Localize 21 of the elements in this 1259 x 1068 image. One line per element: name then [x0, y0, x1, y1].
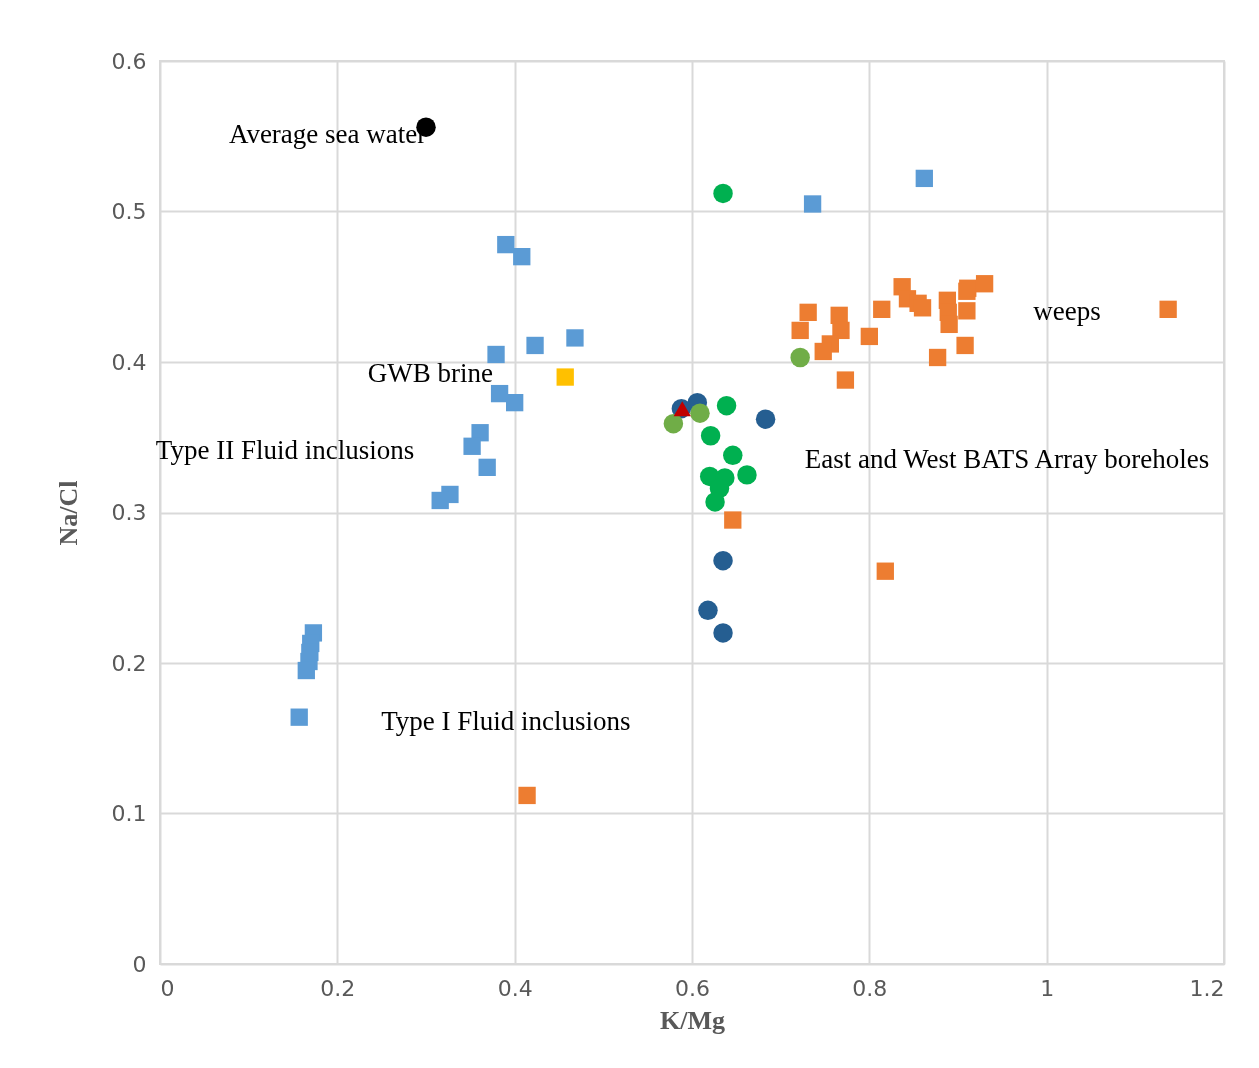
annotation: weeps — [1033, 296, 1101, 327]
annotation: GWB brine — [367, 358, 493, 389]
y-tick-label: 0 — [132, 951, 147, 977]
x-tick-label: 0 — [160, 975, 175, 1001]
annotation: East and West BATS Array boreholes — [804, 444, 1210, 475]
y-tick-label: 0.5 — [111, 199, 147, 224]
y-tick-label: 0.1 — [111, 801, 147, 826]
annotation: Type I Fluid inclusions — [381, 706, 631, 736]
y-tick-label: 0.4 — [111, 349, 147, 375]
y-tick-label: 0.2 — [111, 650, 147, 676]
x-tick-label: 1.2 — [1189, 975, 1225, 1001]
y-tick-label: 0.6 — [111, 48, 147, 74]
x-axis-title: K/Mg — [660, 1005, 725, 1035]
x-tick-label: 0.6 — [675, 975, 710, 1001]
x-tick-label: 1 — [1040, 975, 1055, 1001]
annotation: Type II Fluid inclusions — [155, 435, 415, 466]
x-tick-label: 0.4 — [497, 975, 533, 1001]
y-axis-title: Na/Cl — [53, 480, 83, 546]
x-tick-label: 0.2 — [320, 975, 356, 1001]
x-tick-label: 0.8 — [852, 975, 888, 1001]
y-tick-label: 0.3 — [111, 500, 147, 525]
